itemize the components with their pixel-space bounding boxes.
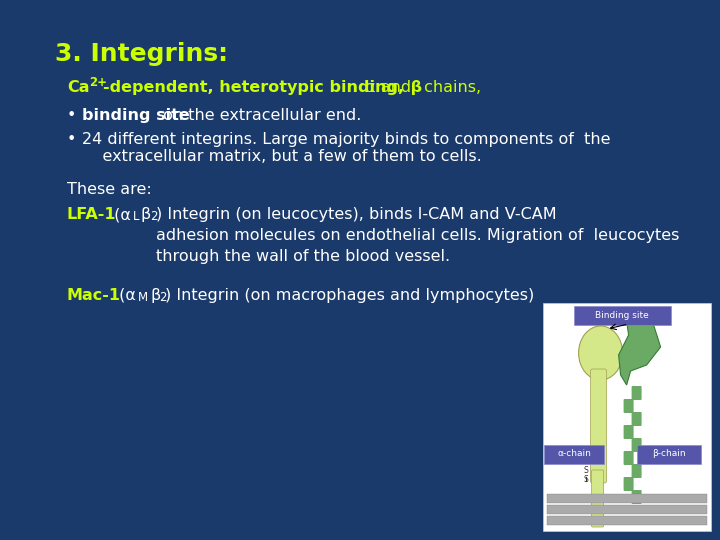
Text: 2+: 2+ [89, 76, 107, 89]
FancyBboxPatch shape [624, 451, 634, 465]
FancyBboxPatch shape [547, 494, 707, 503]
Text: •: • [67, 132, 76, 147]
FancyBboxPatch shape [547, 505, 707, 514]
Text: α and: α and [360, 80, 416, 95]
FancyBboxPatch shape [574, 306, 671, 325]
Text: Mac-1: Mac-1 [67, 288, 121, 303]
Text: (α: (α [114, 288, 136, 303]
Text: chains,: chains, [419, 80, 481, 95]
Text: These are:: These are: [67, 182, 152, 197]
Text: β: β [141, 207, 151, 222]
Text: 2: 2 [150, 210, 158, 223]
FancyBboxPatch shape [544, 445, 604, 464]
Text: Binding site: Binding site [595, 310, 649, 320]
Text: 2: 2 [159, 291, 166, 304]
FancyBboxPatch shape [631, 490, 642, 504]
FancyBboxPatch shape [631, 438, 642, 452]
FancyBboxPatch shape [624, 399, 634, 413]
FancyBboxPatch shape [543, 303, 711, 531]
FancyBboxPatch shape [592, 470, 603, 527]
FancyBboxPatch shape [547, 516, 707, 525]
Polygon shape [618, 321, 661, 385]
FancyBboxPatch shape [624, 425, 634, 439]
Text: LFA-1: LFA-1 [67, 207, 117, 222]
Text: 3. Integrins:: 3. Integrins: [55, 42, 228, 66]
FancyBboxPatch shape [590, 369, 606, 483]
Text: 24 different integrins. Large majority binds to components of  the
    extracell: 24 different integrins. Large majority b… [82, 132, 611, 164]
FancyBboxPatch shape [631, 386, 642, 400]
Ellipse shape [579, 326, 623, 380]
Text: (α: (α [109, 207, 131, 222]
Text: -dependent, heterotypic binding,: -dependent, heterotypic binding, [103, 80, 404, 95]
Text: ) Integrin (on macrophages and lymphocytes): ) Integrin (on macrophages and lymphocyt… [165, 288, 534, 303]
Text: β: β [405, 80, 422, 95]
Text: ) Integrin (on leucocytes), binds I-CAM and V-CAM
adhesion molecules on endothel: ) Integrin (on leucocytes), binds I-CAM … [156, 207, 680, 264]
Text: S: S [583, 475, 588, 484]
Text: M: M [138, 291, 148, 304]
Text: α-chain: α-chain [557, 449, 591, 458]
Text: L: L [133, 210, 140, 223]
Text: S: S [583, 466, 588, 475]
Text: β: β [150, 288, 161, 303]
Text: on the extracellular end.: on the extracellular end. [158, 108, 361, 123]
Text: •: • [67, 108, 76, 123]
Text: β-chain: β-chain [652, 449, 686, 458]
FancyBboxPatch shape [631, 464, 642, 478]
Text: Ca: Ca [67, 80, 89, 95]
FancyBboxPatch shape [631, 412, 642, 426]
FancyBboxPatch shape [624, 477, 634, 491]
FancyBboxPatch shape [637, 445, 701, 464]
Text: binding site: binding site [82, 108, 190, 123]
